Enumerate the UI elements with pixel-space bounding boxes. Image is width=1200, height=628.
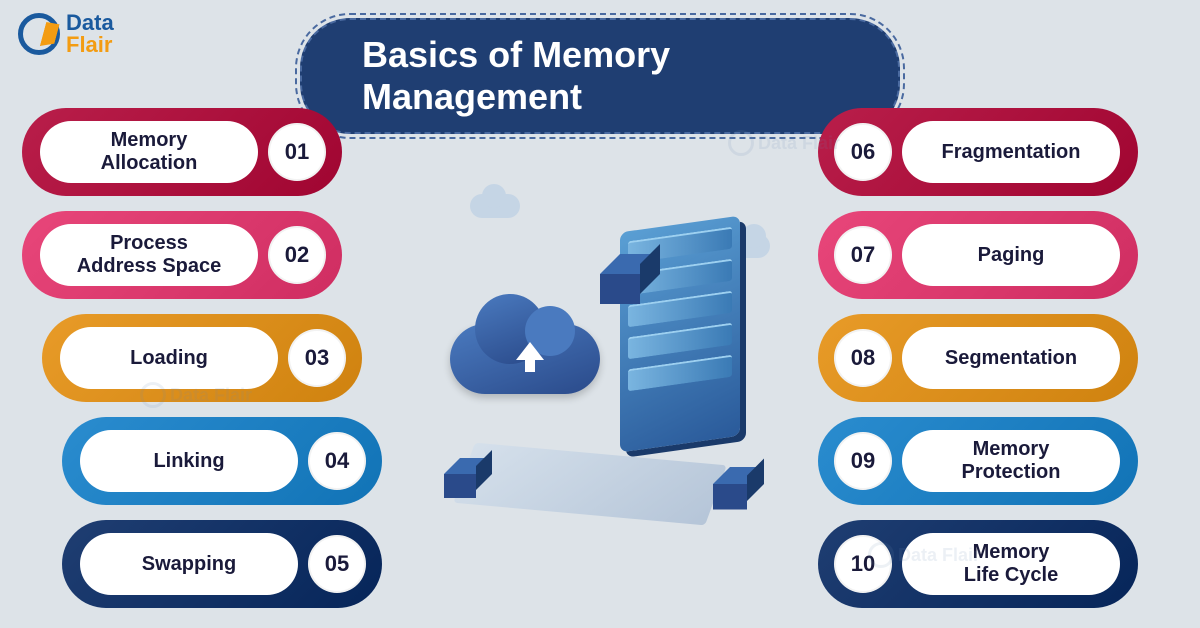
cube-icon — [600, 254, 640, 294]
logo-icon — [18, 13, 60, 55]
cube-icon — [444, 458, 476, 490]
pill-body: MemoryAllocation — [40, 121, 258, 183]
pill-label: Loading — [130, 347, 208, 370]
pill-label: MemoryProtection — [962, 438, 1061, 484]
pill-number: 03 — [288, 329, 346, 387]
server-icon — [620, 216, 740, 453]
pill-body: Swapping — [80, 533, 298, 595]
pill-body: Loading — [60, 327, 278, 389]
pill-label: Fragmentation — [942, 141, 1081, 164]
topic-pill: 09 MemoryProtection — [818, 417, 1138, 505]
pill-number: 06 — [834, 123, 892, 181]
cube-icon — [713, 467, 747, 501]
logo-word-bottom: Flair — [66, 34, 114, 56]
pill-body: ProcessAddress Space — [40, 224, 258, 286]
pill-number: 09 — [834, 432, 892, 490]
topic-pill: Linking 04 — [62, 417, 382, 505]
pill-number: 05 — [308, 535, 366, 593]
pill-number: 02 — [268, 226, 326, 284]
topic-pill: 08 Segmentation — [818, 314, 1138, 402]
topic-pill: 07 Paging — [818, 211, 1138, 299]
cloud-icon — [450, 294, 610, 394]
center-illustration — [420, 184, 780, 544]
topic-pill: Swapping 05 — [62, 520, 382, 608]
pill-label: Linking — [153, 450, 224, 473]
left-column: MemoryAllocation 01 ProcessAddress Space 02… — [42, 108, 382, 608]
pill-label: Segmentation — [945, 347, 1077, 370]
pill-label: Paging — [978, 244, 1045, 267]
watermark: Data Flair — [140, 382, 252, 408]
right-column: 06 Fragmentation 07 Paging 08 Segmentation 09 M… — [818, 108, 1158, 608]
pill-body: Linking — [80, 430, 298, 492]
pill-body: Paging — [902, 224, 1120, 286]
pill-number: 07 — [834, 226, 892, 284]
page-title: Basics of Memory Management — [300, 18, 900, 134]
pill-label: MemoryAllocation — [101, 129, 198, 175]
logo-word-top: Data — [66, 12, 114, 34]
pill-label: ProcessAddress Space — [77, 232, 222, 278]
topic-pill: 06 Fragmentation — [818, 108, 1138, 196]
logo-text: Data Flair — [66, 12, 114, 56]
topic-pill: MemoryAllocation 01 — [22, 108, 342, 196]
pill-body: MemoryProtection — [902, 430, 1120, 492]
watermark: Data Flair — [728, 130, 840, 156]
topic-pill: ProcessAddress Space 02 — [22, 211, 342, 299]
pill-number: 08 — [834, 329, 892, 387]
brand-logo: Data Flair — [18, 12, 114, 56]
watermark: Data Flair — [868, 542, 980, 568]
pill-body: Segmentation — [902, 327, 1120, 389]
pill-body: Fragmentation — [902, 121, 1120, 183]
pill-number: 01 — [268, 123, 326, 181]
pill-number: 04 — [308, 432, 366, 490]
pill-label: Swapping — [142, 553, 236, 576]
